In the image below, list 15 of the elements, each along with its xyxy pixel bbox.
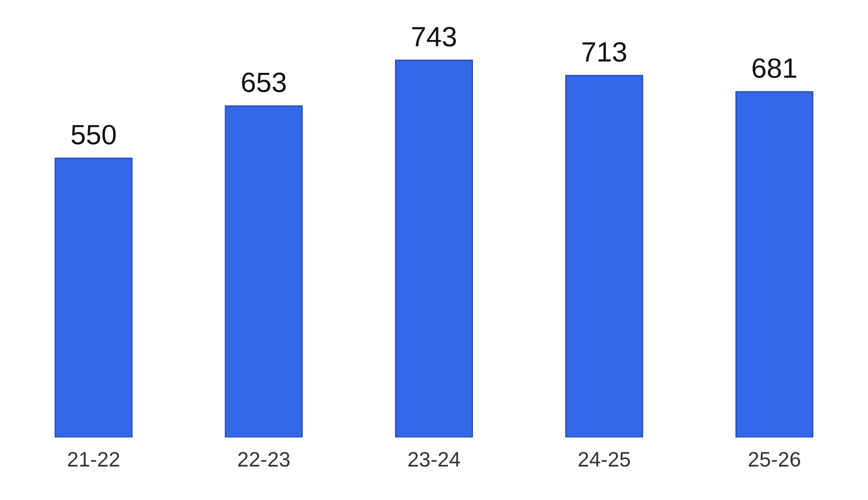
data-label: 653 (242, 72, 286, 92)
x-tick-label: 23-24 (408, 452, 460, 467)
bar (395, 60, 473, 438)
data-label: 743 (412, 26, 456, 47)
x-tick-label: 21-22 (68, 452, 120, 466)
x-tick-label: 24-25 (578, 452, 630, 467)
data-label: 550 (72, 124, 116, 144)
bar (224, 105, 303, 438)
x-tick-label: 25-26 (748, 452, 800, 467)
bar (54, 158, 133, 438)
data-label: 681 (752, 58, 796, 78)
data-label: 713 (582, 42, 626, 62)
bar (565, 74, 644, 438)
x-tick-label: 22-23 (238, 452, 290, 467)
bar (735, 91, 814, 438)
